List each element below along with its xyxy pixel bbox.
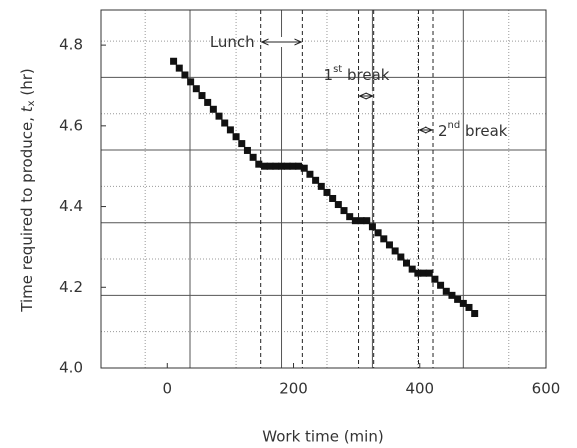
annotation-text: 1 <box>324 66 334 84</box>
point <box>187 78 195 86</box>
annotation-text: 2 <box>438 122 448 140</box>
point <box>385 241 393 249</box>
plot-frame <box>100 9 547 369</box>
point <box>391 247 399 255</box>
y-axis-label: Time required to produce, tx (hr) <box>18 68 38 312</box>
point <box>283 162 291 170</box>
point <box>454 295 462 303</box>
annotation-text: break <box>342 66 390 84</box>
point <box>198 92 206 100</box>
point <box>351 217 359 225</box>
point <box>295 162 303 170</box>
point <box>471 310 479 318</box>
point <box>442 287 450 295</box>
x-tick-label: 200 <box>279 380 308 398</box>
point <box>181 71 189 79</box>
point <box>380 235 388 243</box>
point <box>306 170 314 178</box>
annotation-text: break <box>460 122 508 140</box>
point <box>357 217 365 225</box>
point <box>403 259 411 267</box>
annotation-text: Lunch <box>210 33 255 51</box>
annotation: 2nd break <box>438 120 508 140</box>
point <box>226 126 234 134</box>
point <box>368 223 376 231</box>
point <box>175 64 183 72</box>
point <box>408 265 416 273</box>
annotation: 1st break <box>324 64 390 84</box>
point <box>374 229 382 237</box>
point <box>209 105 217 113</box>
annotation-sup: st <box>333 64 342 75</box>
y-tick-label: 4.8 <box>59 36 83 54</box>
point <box>260 162 268 170</box>
point <box>459 299 467 307</box>
y-tick-label: 4.4 <box>59 197 83 215</box>
point <box>323 188 331 196</box>
point <box>249 153 257 161</box>
point <box>255 160 263 168</box>
point <box>215 112 223 120</box>
point <box>317 182 325 190</box>
annotation-sup: nd <box>448 120 461 131</box>
point <box>312 176 320 184</box>
point <box>425 269 433 277</box>
point <box>420 269 428 277</box>
point <box>243 146 251 154</box>
point <box>221 119 229 127</box>
point <box>170 57 178 65</box>
point <box>465 303 473 311</box>
x-axis-label: Work time (min) <box>262 428 383 446</box>
y-tick-label: 4.6 <box>59 116 83 134</box>
point <box>346 213 354 221</box>
point <box>397 253 405 261</box>
point <box>289 162 297 170</box>
point <box>431 275 439 283</box>
point <box>329 194 337 202</box>
point <box>334 201 342 209</box>
point <box>232 133 240 141</box>
x-tick-label: 400 <box>405 380 434 398</box>
y-tick-label: 4.0 <box>59 359 83 377</box>
point <box>278 162 286 170</box>
point <box>238 140 246 148</box>
point <box>437 281 445 289</box>
y-tick-label: 4.2 <box>59 278 83 296</box>
point <box>272 162 280 170</box>
point <box>414 269 422 277</box>
point <box>204 98 212 106</box>
point <box>363 217 371 225</box>
point <box>266 162 274 170</box>
x-tick-label: 600 <box>532 380 561 398</box>
x-tick-label: 0 <box>163 380 173 398</box>
point <box>192 85 200 93</box>
point <box>340 207 348 215</box>
annotation: Lunch <box>210 33 255 51</box>
point <box>448 291 456 299</box>
point <box>300 164 308 172</box>
